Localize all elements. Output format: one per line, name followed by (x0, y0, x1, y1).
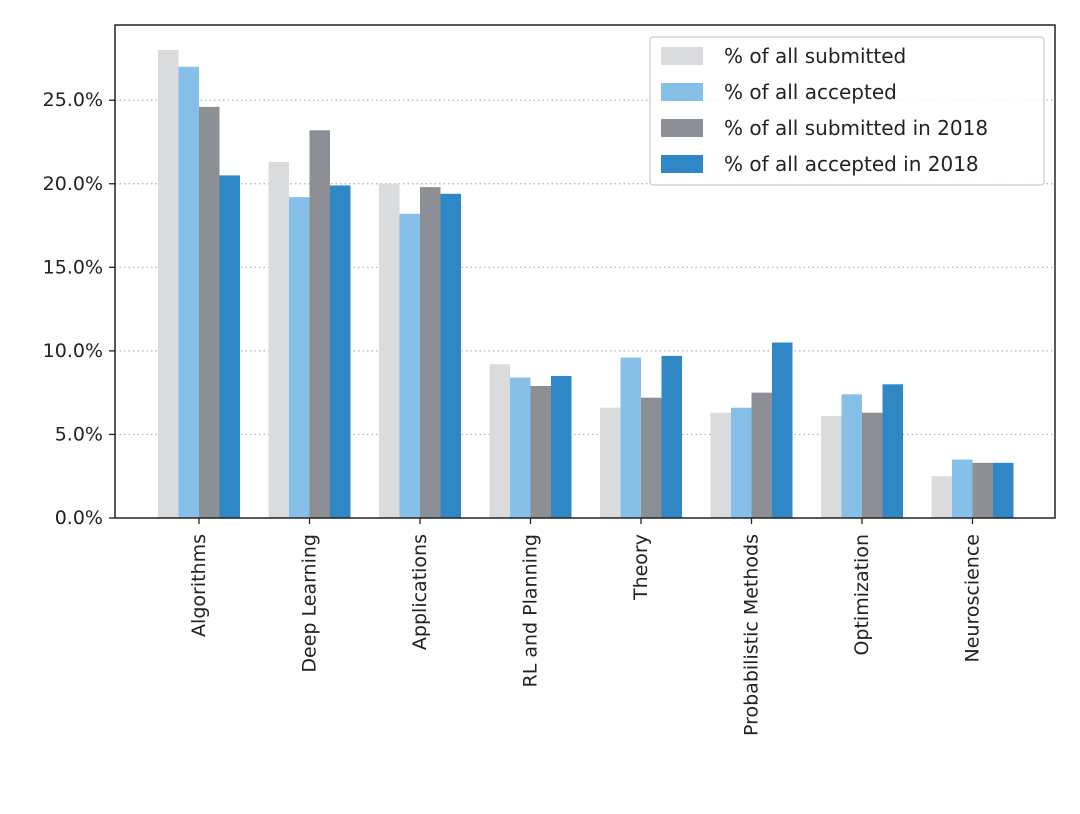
bar (661, 355, 682, 518)
bar (620, 357, 641, 518)
x-tick-label: RL and Planning (520, 534, 542, 687)
y-tick-label: 15.0% (43, 256, 103, 278)
x-tick-label: Theory (630, 534, 652, 601)
bar (330, 185, 351, 518)
x-tick-label: Deep Learning (299, 534, 321, 673)
legend-label: % of all accepted in 2018 (724, 152, 979, 176)
legend-label: % of all submitted (724, 44, 906, 68)
bar (952, 459, 973, 518)
legend-swatch (661, 47, 703, 65)
bar (931, 476, 952, 518)
bar (641, 397, 662, 518)
bar (399, 213, 420, 519)
bar (862, 412, 883, 518)
bar (882, 384, 903, 518)
bar (821, 416, 842, 518)
y-axis-ticks: 0.0% 5.0% 10.0% 15.0% 20.0% 25.0% (43, 89, 115, 529)
bar (489, 364, 510, 518)
x-tick-label: Applications (409, 534, 431, 650)
plot-frame (114, 24, 1056, 519)
bar (510, 377, 531, 518)
bar (731, 407, 752, 518)
bar (158, 50, 179, 518)
bar (268, 162, 289, 518)
bar (199, 106, 220, 519)
bar (600, 407, 621, 518)
bar (219, 175, 240, 518)
legend: % of all submitted % of all accepted % of … (649, 36, 1045, 186)
bar (751, 392, 772, 518)
y-tick-label: 20.0% (43, 173, 103, 195)
legend-label: % of all accepted (724, 80, 897, 104)
axes (114, 24, 1056, 519)
bar (710, 412, 731, 518)
legend-box (649, 36, 1045, 186)
x-tick-label: Optimization (851, 534, 873, 656)
bar (440, 193, 461, 518)
legend-swatch (661, 155, 703, 173)
bar (289, 197, 310, 518)
x-tick-label: Probabilistic Methods (741, 534, 763, 736)
x-tick-label: Algorithms (188, 534, 210, 637)
y-tick-label: 25.0% (43, 89, 103, 111)
bar (530, 385, 551, 518)
y-tick-label: 0.0% (55, 507, 103, 529)
bar (772, 342, 793, 518)
y-tick-label: 10.0% (43, 340, 103, 362)
x-axis-ticks: Algorithms Deep Learning Applications RL an… (188, 518, 984, 736)
x-tick-label: Neuroscience (962, 534, 984, 662)
bars (158, 50, 1014, 519)
bar (379, 183, 400, 519)
legend-swatch (661, 83, 703, 101)
bar (993, 462, 1014, 518)
y-tick-label: 5.0% (55, 423, 103, 445)
bar (841, 394, 862, 518)
bar (309, 130, 330, 519)
legend-swatch (661, 119, 703, 137)
legend-label: % of all submitted in 2018 (724, 116, 988, 140)
bar (178, 66, 199, 518)
bar (972, 462, 993, 518)
bar (551, 375, 572, 518)
bar (420, 187, 441, 518)
